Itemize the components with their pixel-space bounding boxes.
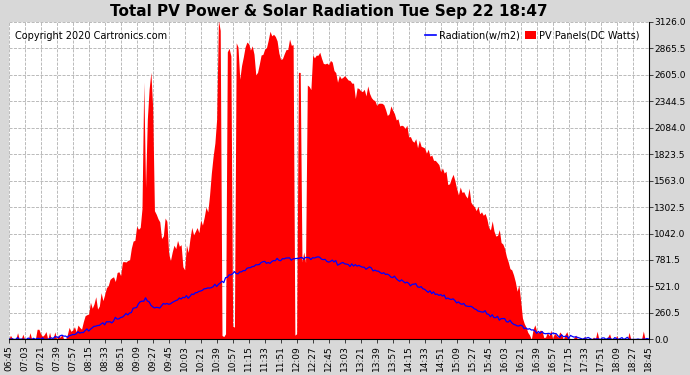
Text: Copyright 2020 Cartronics.com: Copyright 2020 Cartronics.com	[15, 31, 167, 41]
Title: Total PV Power & Solar Radiation Tue Sep 22 18:47: Total PV Power & Solar Radiation Tue Sep…	[110, 4, 547, 19]
Legend: Radiation(w/m2), PV Panels(DC Watts): Radiation(w/m2), PV Panels(DC Watts)	[421, 27, 644, 44]
